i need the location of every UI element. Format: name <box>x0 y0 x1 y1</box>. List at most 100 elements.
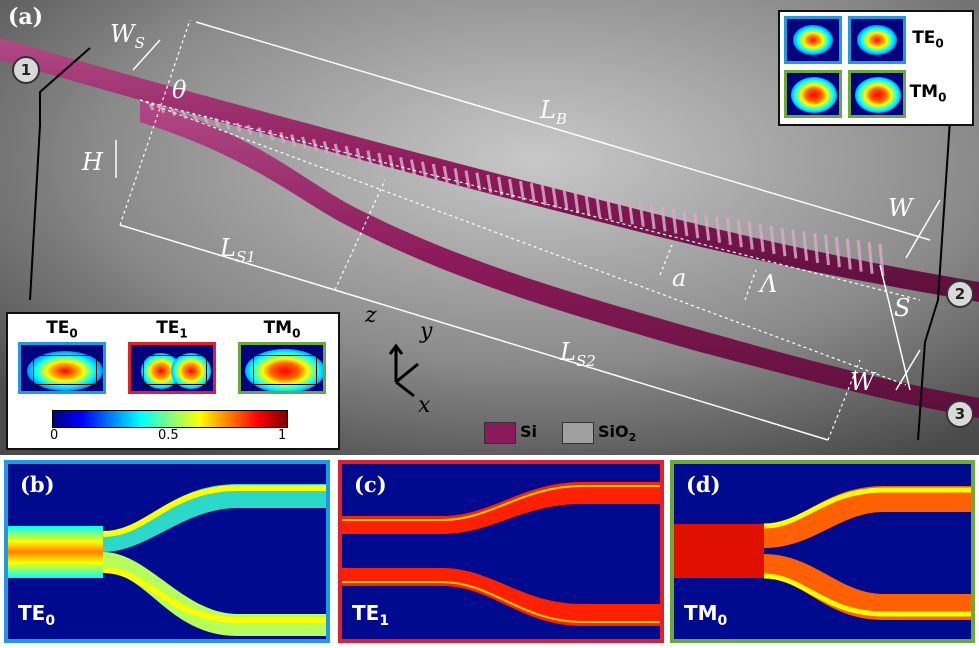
panel-letter-c: (c) <box>354 472 387 497</box>
grating-tooth <box>682 210 689 237</box>
dotted-guides <box>119 19 921 441</box>
grating-tooth <box>660 206 667 232</box>
grating-tooth <box>420 161 427 178</box>
mode-profile-te0 <box>18 342 106 394</box>
grating-tooth <box>845 238 852 270</box>
grating-tooth <box>617 199 623 223</box>
legend-sio2-swatch <box>562 422 594 444</box>
grating-tooth <box>834 236 841 268</box>
grating-tooth <box>399 157 406 173</box>
colorbar <box>52 410 288 428</box>
panel-letter-b: (b) <box>20 472 55 497</box>
grating-tooth <box>627 201 634 225</box>
colorbar-tick-1: 1 <box>278 428 287 443</box>
legend-si-swatch <box>484 422 516 444</box>
grating-tooth <box>366 150 373 165</box>
s-label: S <box>894 294 911 322</box>
sim-panel-te1: (c) TE1 <box>338 460 664 643</box>
grating-tooth <box>431 163 438 181</box>
grating-tooth <box>791 229 798 259</box>
grating-tooth <box>802 231 809 261</box>
sim-mode-te1: TE1 <box>352 601 390 629</box>
dimension-lines <box>115 21 941 441</box>
port-1: 1 <box>12 56 40 84</box>
axis-y-label: y <box>420 319 433 344</box>
mode-profile-te1 <box>128 342 216 394</box>
grating-tooth <box>355 148 362 163</box>
grating-tooth <box>344 145 351 160</box>
w-top-label: W <box>888 194 913 222</box>
w-bottom-label: W <box>850 368 875 396</box>
lb-label: LB <box>540 96 567 128</box>
mode-profile-tm0 <box>238 342 326 394</box>
colorbar-tick-0: 0 <box>50 428 59 443</box>
grating-tooth <box>747 221 754 250</box>
grating-tooth <box>322 141 329 155</box>
grating-tooth <box>518 180 525 201</box>
output-row-te0-label: TE0 <box>912 28 944 51</box>
grating-tooth <box>671 208 678 234</box>
grating-tooth <box>878 243 885 277</box>
grating-tooth <box>584 193 591 216</box>
grating-tooth <box>725 218 732 246</box>
grating-tooth <box>192 112 198 122</box>
period-gap-label: a <box>672 264 687 292</box>
grating-tooth <box>573 191 580 213</box>
upper-waveguide <box>0 38 979 302</box>
ws-label: WS <box>110 20 145 52</box>
grating-tooth <box>268 129 275 141</box>
grating-tooth <box>442 165 449 183</box>
grating-tooth <box>257 127 264 138</box>
grating-tooth <box>693 212 700 239</box>
sim-field-tm0 <box>674 486 971 620</box>
grating-tooth <box>246 124 253 136</box>
grating-tooth <box>224 120 231 130</box>
device-schematic-panel: (a) 1 2 3 WS θ LB H LS1 LS2 a Λ W S W z … <box>0 0 979 455</box>
output-te0-port3 <box>848 16 906 64</box>
port-markers <box>29 47 951 441</box>
grating-tooth <box>170 108 177 117</box>
lambda-label: Λ <box>760 270 778 298</box>
grating-tooth <box>824 234 831 266</box>
grating-tooth <box>410 159 416 176</box>
h-label: H <box>82 148 103 176</box>
mode-title-tm0: TM0 <box>263 318 301 341</box>
sim-field-te0 <box>8 484 326 636</box>
grating-tooth <box>562 189 569 211</box>
output-row-tm0-label: TM0 <box>909 82 947 105</box>
grating-tooth <box>540 184 547 206</box>
output-tm0-port2 <box>784 70 842 118</box>
sim-panel-te0: (b) TE0 <box>4 460 330 643</box>
grating-tooth <box>715 216 722 243</box>
grating-tooth <box>279 131 286 144</box>
grating-tooth <box>649 204 656 230</box>
grating-tooth <box>758 223 765 252</box>
port-2: 2 <box>946 280 974 308</box>
grating-tooth <box>769 225 776 255</box>
grating-tooth <box>148 103 155 111</box>
colorbar-tick-05: 0.5 <box>158 428 179 443</box>
grating-tooth <box>606 197 613 220</box>
grating-tooth <box>856 240 863 272</box>
grating-tooth <box>780 227 787 257</box>
ls2-label: LS2 <box>560 338 596 370</box>
sim-field-te1 <box>342 482 660 626</box>
sim-panel-tm0: (d) TM0 <box>670 460 975 643</box>
grating-tooth <box>704 214 711 241</box>
axes-glyph <box>388 343 419 398</box>
ls1-label: LS1 <box>220 234 256 266</box>
grating-tooth <box>464 170 471 188</box>
grating-tooth <box>813 232 820 263</box>
grating-tooth <box>235 122 242 133</box>
axis-z-label: z <box>365 303 377 328</box>
grating-tooth <box>638 202 645 227</box>
axis-x-label: x <box>418 393 431 418</box>
grating-tooth <box>333 143 340 157</box>
grating-tooth <box>529 182 536 203</box>
panel-letter-d: (d) <box>686 472 721 497</box>
output-mode-inset: TE0 TM0 <box>778 10 974 126</box>
grating-tooth <box>736 220 743 248</box>
sim-mode-te0: TE0 <box>18 601 56 629</box>
grating-tooth <box>290 134 297 147</box>
panel-letter-a: (a) <box>8 4 44 30</box>
